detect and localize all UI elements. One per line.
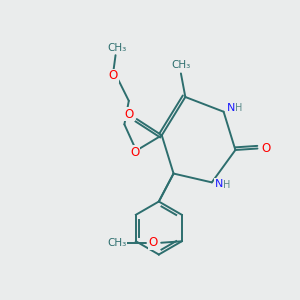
Text: N: N (227, 103, 235, 113)
Text: H: H (224, 180, 231, 190)
Text: O: O (261, 142, 270, 155)
Text: CH₃: CH₃ (171, 60, 190, 70)
Text: O: O (148, 236, 158, 249)
Text: O: O (130, 146, 139, 159)
Text: CH₃: CH₃ (107, 43, 127, 53)
Text: O: O (109, 69, 118, 82)
Text: O: O (125, 108, 134, 121)
Text: CH₃: CH₃ (107, 238, 127, 248)
Text: H: H (235, 103, 243, 113)
Text: N: N (215, 179, 224, 189)
